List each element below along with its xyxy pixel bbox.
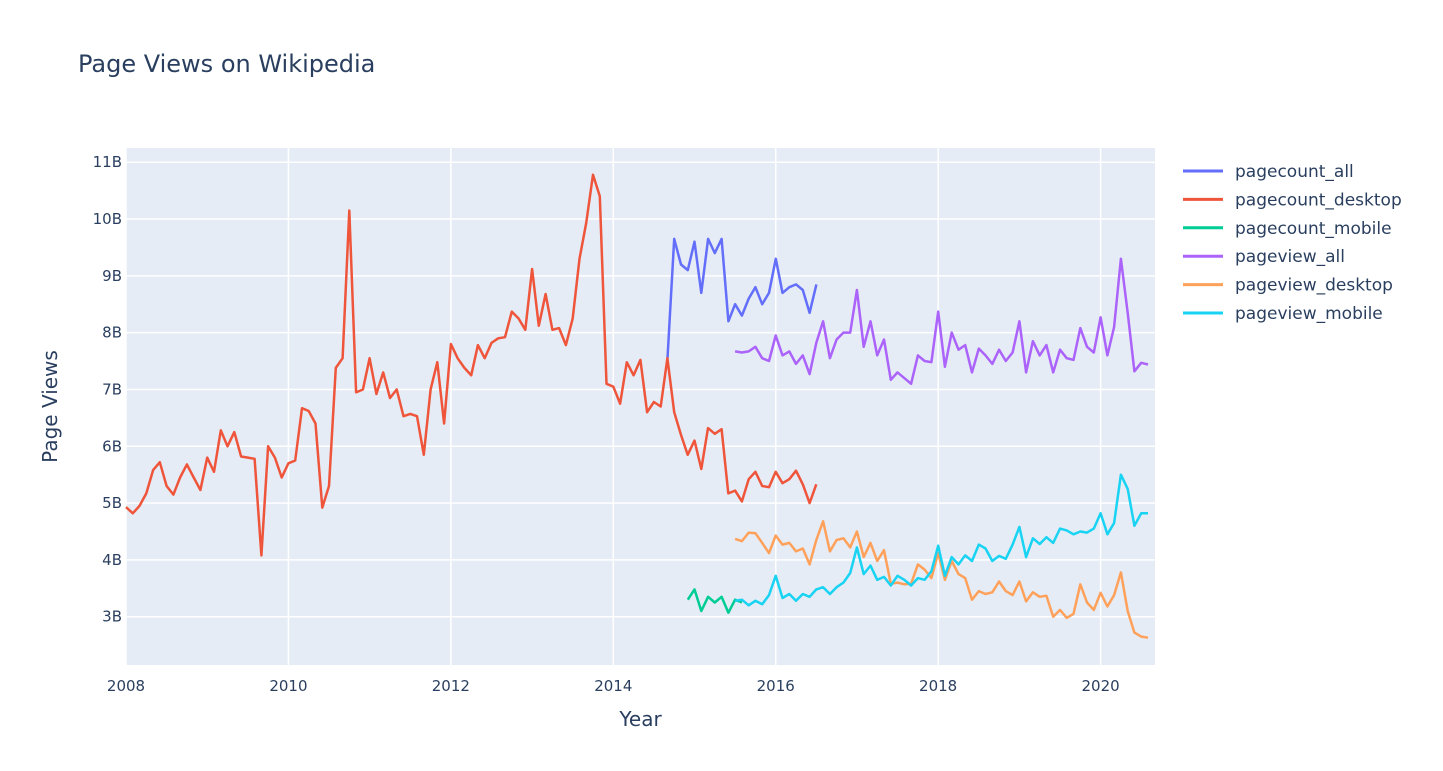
series-line-pageview-mobile [734, 473, 1148, 607]
x-axis-ticks: 2008 2010 2012 2014 2016 2018 2020 [107, 677, 1120, 695]
legend-item-pagecount-all[interactable]: pagecount_all [1183, 162, 1354, 182]
legend-item-pageview-all[interactable]: pageview_all [1183, 247, 1345, 267]
series-line-pagecount-all [666, 237, 818, 359]
plot-area [126, 148, 1155, 665]
y-tick-label: 8B [102, 324, 122, 342]
chart-title: Page Views on Wikipedia [78, 50, 375, 78]
x-tick-label: 2020 [1081, 677, 1119, 695]
legend: pagecount_all pagecount_desktop pagecount_… [1183, 162, 1402, 324]
y-axis-ticks: 3B 4B 5B 6B 7B 8B 9B 10B 11B [93, 153, 122, 626]
legend-label: pagecount_all [1235, 162, 1354, 182]
series-group [125, 173, 1149, 639]
y-tick-label: 11B [93, 153, 122, 171]
legend-label: pageview_all [1235, 247, 1345, 267]
x-tick-label: 2012 [432, 677, 470, 695]
y-tick-label: 6B [102, 437, 122, 455]
y-tick-label: 3B [102, 608, 122, 626]
x-tick-label: 2008 [107, 677, 145, 695]
legend-item-pagecount-desktop[interactable]: pagecount_desktop [1183, 190, 1402, 210]
legend-label: pageview_desktop [1235, 276, 1393, 296]
y-axis-title: Page Views [38, 350, 62, 463]
y-tick-label: 4B [102, 551, 122, 569]
series-line-pagecount-desktop [125, 173, 818, 557]
x-tick-label: 2018 [919, 677, 957, 695]
legend-item-pageview-desktop[interactable]: pageview_desktop [1183, 276, 1393, 296]
y-tick-label: 7B [102, 380, 122, 398]
x-axis-title: Year [618, 707, 662, 731]
legend-label: pagecount_desktop [1235, 190, 1402, 210]
legend-item-pageview-mobile[interactable]: pageview_mobile [1183, 304, 1383, 324]
x-tick-label: 2016 [757, 677, 795, 695]
legend-label: pagecount_mobile [1235, 219, 1392, 239]
y-tick-label: 9B [102, 267, 122, 285]
series-line-pagecount-mobile [686, 588, 743, 614]
x-tick-label: 2014 [594, 677, 632, 695]
legend-label: pageview_mobile [1235, 304, 1383, 324]
legend-item-pagecount-mobile[interactable]: pagecount_mobile [1183, 219, 1392, 239]
series-line-pageview-all [734, 257, 1149, 386]
x-tick-label: 2010 [269, 677, 307, 695]
y-tick-label: 5B [102, 494, 122, 512]
y-tick-label: 10B [93, 210, 122, 228]
